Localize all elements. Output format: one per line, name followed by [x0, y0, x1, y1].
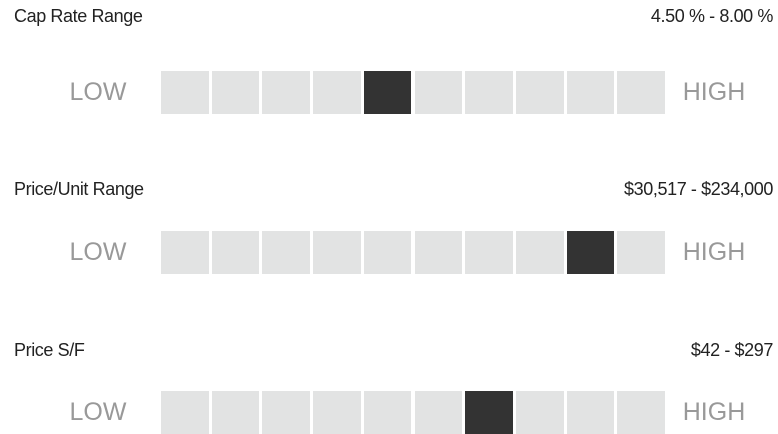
- cell: [313, 391, 361, 434]
- cell: [617, 391, 665, 434]
- row-range: 4.50 % - 8.00 %: [650, 6, 773, 26]
- active-cell: [465, 391, 513, 434]
- cell: [414, 71, 463, 114]
- cell: [211, 391, 260, 434]
- cell: [262, 71, 311, 114]
- row-title: Price S/F: [14, 340, 85, 360]
- cell: [363, 391, 412, 434]
- cell: [515, 391, 564, 434]
- low-label: LOW: [69, 238, 127, 266]
- cell: [515, 231, 564, 274]
- high-label: HIGH: [682, 398, 746, 426]
- cell: [161, 391, 209, 434]
- active-cell: [363, 71, 412, 114]
- cell: [363, 231, 412, 274]
- cell: [313, 231, 361, 274]
- high-label: HIGH: [682, 238, 746, 266]
- low-label: LOW: [69, 78, 127, 106]
- cell: [161, 231, 209, 274]
- cell: [414, 231, 463, 274]
- high-label: HIGH: [682, 78, 746, 106]
- cell: [211, 71, 260, 114]
- cell: [262, 391, 311, 434]
- cell: [313, 71, 361, 114]
- cell: [617, 71, 665, 114]
- row-range: $42 - $297: [690, 340, 773, 360]
- cell: [465, 71, 513, 114]
- row-title: Price/Unit Range: [14, 179, 144, 199]
- cell: [515, 71, 564, 114]
- cell: [211, 231, 260, 274]
- active-cell: [566, 231, 615, 274]
- row-range: $30,517 - $234,000: [624, 179, 773, 199]
- cell: [414, 391, 463, 434]
- cell: [617, 231, 665, 274]
- cell: [566, 71, 615, 114]
- cell: [262, 231, 311, 274]
- low-label: LOW: [69, 398, 127, 426]
- cell: [566, 391, 615, 434]
- cell: [465, 231, 513, 274]
- cell: [161, 71, 209, 114]
- row-title: Cap Rate Range: [14, 6, 143, 26]
